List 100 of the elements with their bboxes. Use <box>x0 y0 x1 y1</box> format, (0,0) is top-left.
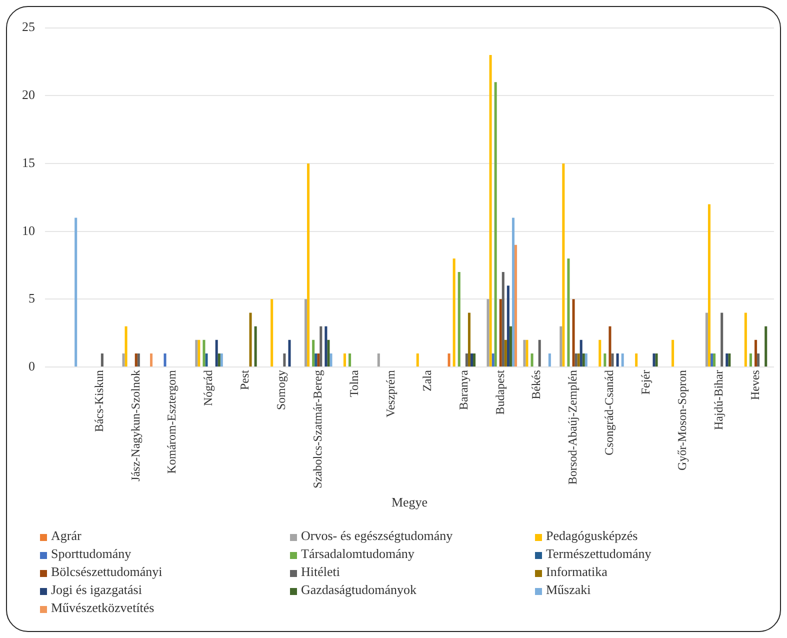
x-tick-label: Borsod-Abaúj-Zemplén <box>566 370 580 485</box>
bar <box>504 340 507 367</box>
legend-label: Informatika <box>545 564 608 580</box>
y-tick-label: 20 <box>22 87 35 102</box>
bar <box>754 340 758 367</box>
bar <box>330 353 332 367</box>
bar <box>582 353 585 367</box>
x-tick-label: Győr-Moson-Sopron <box>675 370 690 470</box>
bar <box>616 353 619 367</box>
x-tick-label: Somogy <box>274 370 288 410</box>
bar <box>465 353 468 367</box>
legend-label: Társadalomtudomány <box>300 546 416 562</box>
bar <box>150 353 153 367</box>
x-tick-label: Heves <box>748 370 762 400</box>
y-tick-label: 15 <box>22 154 35 170</box>
bar <box>249 312 252 367</box>
x-tick-label: Szabolcs-Szatmár-Bereg <box>310 370 325 488</box>
x-tick-label: Csongrád-Csanád <box>602 370 616 456</box>
bar <box>416 353 419 367</box>
bar <box>195 340 198 367</box>
legend-label: Sporttudomány <box>50 546 132 562</box>
bar <box>324 326 328 367</box>
bar <box>598 340 602 367</box>
bar <box>348 353 352 367</box>
bar <box>509 326 512 367</box>
bar <box>218 353 220 367</box>
bar <box>473 353 476 367</box>
bar <box>652 353 656 367</box>
legend-label: Agrár <box>50 528 82 544</box>
bar <box>494 82 497 367</box>
bar <box>134 353 138 367</box>
x-tick-label: Hajdú-Bihar <box>711 370 726 430</box>
bar <box>757 353 760 367</box>
bar <box>572 299 575 367</box>
legend-label: Bölcsészettudományi <box>50 564 164 580</box>
bar <box>608 326 612 367</box>
bar <box>377 353 380 367</box>
bar <box>655 353 658 367</box>
y-tick-label: 0 <box>28 358 35 374</box>
legend-label: Hitéleti <box>300 564 341 580</box>
bar <box>744 312 747 367</box>
bar <box>538 340 541 367</box>
bar <box>705 312 708 367</box>
bar <box>100 353 104 367</box>
bar <box>710 353 714 367</box>
bar <box>548 353 551 367</box>
bar <box>489 54 492 367</box>
bar <box>577 353 580 367</box>
bar <box>574 353 578 367</box>
bar <box>499 299 502 367</box>
bar <box>468 312 470 367</box>
bar <box>470 353 474 367</box>
bar <box>314 353 318 367</box>
bar <box>448 353 450 367</box>
x-tick-label: Tolna <box>346 369 361 398</box>
x-tick-label: Baranya <box>456 369 470 410</box>
x-tick-label: Fejér <box>638 370 653 395</box>
legend-label: Jogi és igazgatási <box>50 582 143 598</box>
bar <box>726 353 728 367</box>
bar <box>327 340 330 367</box>
x-tick-label: Veszprém <box>383 369 398 418</box>
bar <box>492 353 494 367</box>
x-tick-label: Pest <box>238 369 252 390</box>
bar <box>283 353 286 367</box>
bar <box>708 204 710 367</box>
bar <box>713 353 716 367</box>
bar <box>506 286 510 367</box>
bar <box>749 353 752 367</box>
x-axis-title: Megye <box>391 494 428 510</box>
bar <box>202 340 206 367</box>
bar <box>122 353 125 367</box>
bar <box>584 353 588 367</box>
bar <box>205 353 208 367</box>
x-tick-label: Békés <box>529 370 544 400</box>
x-tick-label: Bács-Kiskun <box>92 370 106 432</box>
bar <box>124 326 128 367</box>
bar <box>220 353 223 367</box>
legend-label: Művészetközvetítés <box>50 600 156 616</box>
bar <box>728 353 731 367</box>
bar <box>317 353 320 367</box>
bar <box>611 353 614 367</box>
bar <box>523 340 526 367</box>
bar <box>198 340 200 367</box>
bar <box>312 340 315 367</box>
bar <box>560 326 562 367</box>
bar <box>320 326 322 367</box>
bar <box>164 353 166 367</box>
bar <box>526 340 528 367</box>
bar <box>502 272 504 367</box>
y-tick-label: 25 <box>22 19 35 34</box>
bar <box>307 163 310 367</box>
bar <box>562 163 565 367</box>
bar <box>288 340 291 367</box>
x-tick-label: Budapest <box>492 369 507 415</box>
y-tick-label: 5 <box>28 290 35 306</box>
bar <box>604 353 606 367</box>
bar <box>270 299 274 367</box>
legend-label: Természettudomány <box>545 546 652 562</box>
x-tick-label: Komárom-Esztergom <box>164 369 179 474</box>
bar <box>343 353 346 367</box>
